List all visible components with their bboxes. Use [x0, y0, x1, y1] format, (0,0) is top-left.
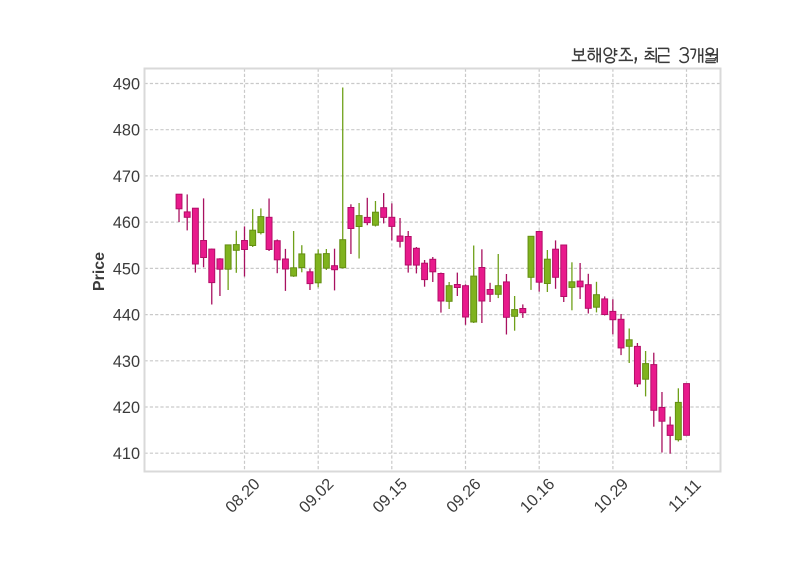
svg-text:470: 470 [113, 168, 140, 186]
svg-text:09.15: 09.15 [369, 475, 411, 517]
svg-text:10.16: 10.16 [517, 475, 559, 517]
svg-text:Price: Price [91, 252, 108, 291]
svg-text:410: 410 [113, 445, 140, 463]
svg-text:460: 460 [113, 214, 140, 232]
svg-text:10.29: 10.29 [590, 475, 632, 517]
svg-text:09.02: 09.02 [296, 475, 338, 517]
svg-text:420: 420 [113, 399, 140, 417]
svg-text:440: 440 [113, 307, 140, 325]
svg-text:490: 490 [113, 76, 140, 94]
svg-text:08.20: 08.20 [222, 475, 264, 517]
svg-text:09.26: 09.26 [443, 475, 485, 517]
svg-text:480: 480 [113, 122, 140, 140]
svg-text:450: 450 [113, 260, 140, 278]
svg-text:11.11: 11.11 [665, 476, 705, 516]
svg-text:430: 430 [113, 353, 140, 371]
